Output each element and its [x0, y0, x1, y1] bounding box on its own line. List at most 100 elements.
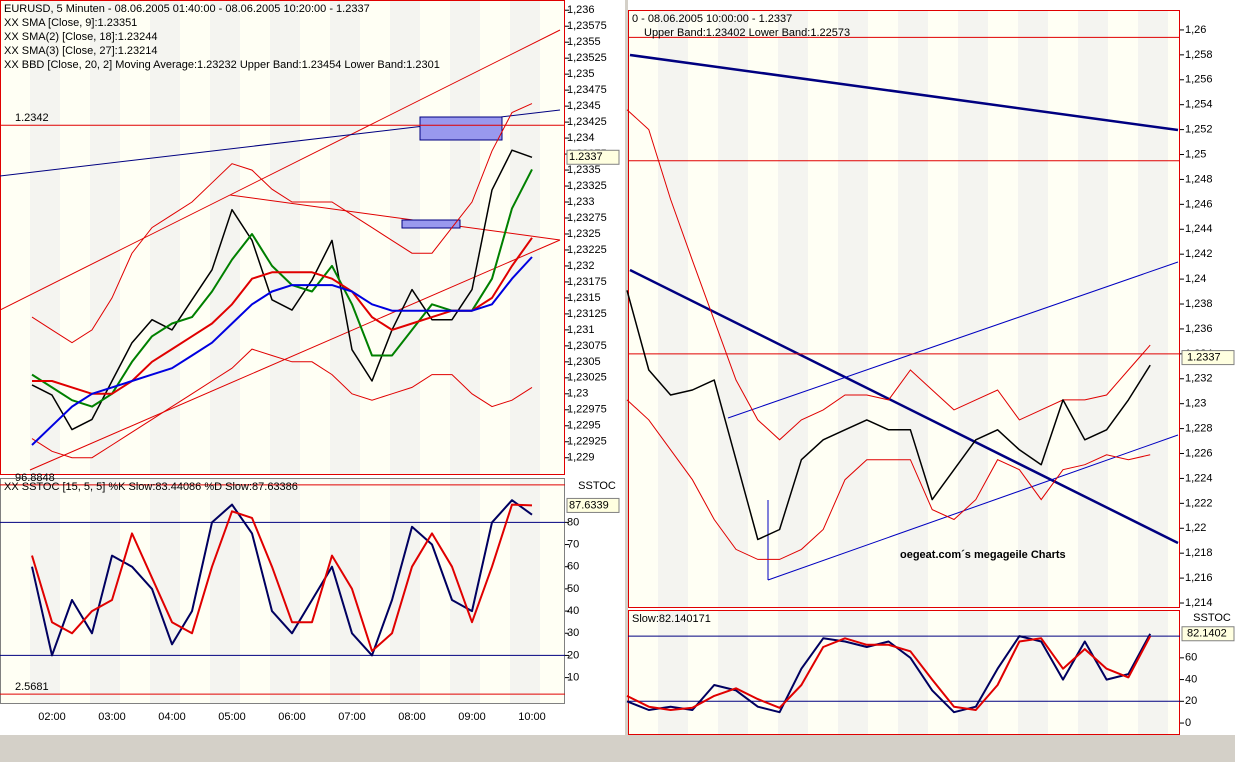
trendline — [727, 261, 1179, 419]
bg-stripe — [868, 10, 898, 608]
last-value-label: 87.6339 — [569, 499, 609, 511]
bg-stripe — [270, 478, 300, 704]
y-tick-label: 1,236 — [1185, 323, 1213, 335]
y-tick-label: 1,22975 — [567, 404, 607, 416]
bg-stripe — [628, 610, 658, 735]
bg-stripe — [270, 0, 300, 475]
h-line-label: 96.8848 — [15, 472, 55, 484]
y-tick-label: 1,232 — [567, 260, 595, 272]
y-tick-label: 1,2355 — [567, 36, 601, 48]
panel-label: SSTOC — [578, 480, 616, 492]
legend-entry: XX SMA [Close, 9]:1.23351 — [4, 17, 137, 29]
y-tick-label: 1,229 — [567, 452, 595, 464]
y-tick-label: 1,2295 — [567, 420, 601, 432]
y-tick-label: 1,2335 — [567, 164, 601, 176]
bg-stripe — [718, 610, 748, 735]
series-line — [626, 635, 1152, 711]
bg-stripe — [420, 0, 450, 475]
bg-stripe — [60, 478, 90, 704]
panel-border — [628, 610, 1180, 735]
bg-stripe — [480, 478, 510, 704]
last-value-label: 1.2337 — [1187, 351, 1221, 363]
series-line — [31, 168, 533, 408]
y-tick-label: 1,246 — [1185, 198, 1213, 210]
series-line — [31, 503, 533, 652]
panel-border — [0, 0, 565, 475]
bg-stripe — [958, 10, 988, 608]
bg-stripe — [1078, 10, 1108, 608]
bg-stripe — [30, 478, 60, 704]
bg-stripe — [510, 478, 540, 704]
trendline — [29, 239, 561, 471]
last-value-box — [1181, 350, 1235, 366]
y-tick-label: 20 — [567, 649, 579, 661]
trendline — [629, 268, 1179, 545]
y-tick-label: 1,23475 — [567, 84, 607, 96]
band-lower — [626, 399, 1151, 560]
bg-stripe — [1048, 10, 1078, 608]
bg-stripe — [1048, 610, 1078, 735]
x-tick-label: 03:00 — [98, 711, 126, 723]
panel-border — [628, 10, 1180, 608]
bg-stripe — [688, 610, 718, 735]
y-tick-label: 1,232 — [1185, 373, 1213, 385]
panel-label: SSTOC — [1193, 612, 1231, 624]
chart-title: Slow:82.140171 — [632, 613, 711, 625]
series-line — [32, 237, 533, 395]
bg-stripe — [898, 10, 928, 608]
y-tick-label: 1,23175 — [567, 276, 607, 288]
navigator-bg — [0, 738, 1235, 762]
x-tick-label: 08:00 — [398, 711, 426, 723]
y-tick-label: 1,244 — [1185, 223, 1213, 235]
trendline — [0, 29, 561, 311]
y-tick-label: 1,23125 — [567, 308, 607, 320]
y-tick-label: 1,23575 — [567, 20, 607, 32]
y-tick-label: 1,254 — [1185, 99, 1213, 111]
y-tick-label: 1,238 — [1185, 298, 1213, 310]
y-tick-label: 1,2345 — [567, 100, 601, 112]
y-tick-label: 30 — [567, 627, 579, 639]
bg-stripe — [1108, 10, 1138, 608]
bg-stripe — [210, 0, 240, 475]
y-tick-label: 1,23275 — [567, 212, 607, 224]
bg-stripe — [1108, 610, 1138, 735]
series-line — [626, 290, 1151, 541]
y-tick-label: 1,258 — [1185, 49, 1213, 61]
bg-stripe — [688, 10, 718, 608]
y-tick-label: 1,218 — [1185, 547, 1213, 559]
bg-stripe — [748, 10, 778, 608]
chart-title: XX SSTOC [15, 5, 5] %K Slow:83.44086 %D … — [4, 481, 298, 493]
bg-stripe — [808, 10, 838, 608]
y-tick-label: 1,24 — [1185, 273, 1206, 285]
y-tick-label: 1,233 — [567, 196, 595, 208]
y-tick-label: 1,23525 — [567, 52, 607, 64]
bg-stripe — [928, 610, 958, 735]
y-tick-label: 50 — [567, 583, 579, 595]
y-tick-label: 60 — [567, 561, 579, 573]
bg-stripe — [180, 0, 210, 475]
x-tick-label: 06:00 — [278, 711, 306, 723]
last-value-label: 1.2337 — [569, 151, 603, 163]
bg-stripe — [958, 610, 988, 735]
bg-stripe — [838, 610, 868, 735]
last-value-box — [566, 497, 620, 513]
zone-box — [401, 219, 461, 229]
bg-stripe — [868, 610, 898, 735]
y-tick-label: 1,234 — [567, 132, 595, 144]
bg-stripe — [150, 0, 180, 475]
chart-title: EURUSD, 5 Minuten - 08.06.2005 01:40:00 … — [4, 3, 370, 15]
y-tick-label: 1,23 — [1185, 398, 1206, 410]
bg-stripe — [30, 0, 60, 475]
bg-stripe — [658, 610, 688, 735]
bg-stripe — [240, 478, 270, 704]
series-line — [31, 499, 533, 657]
series-line — [626, 633, 1152, 714]
y-tick-label: 40 — [567, 605, 579, 617]
y-tick-label: 1,214 — [1185, 597, 1213, 609]
zone-box — [419, 116, 503, 141]
bg-stripe — [1138, 10, 1168, 608]
bg-stripe — [540, 478, 565, 704]
bg-stripe — [360, 478, 390, 704]
bg-stripe — [450, 0, 480, 475]
bg-stripe — [330, 478, 360, 704]
